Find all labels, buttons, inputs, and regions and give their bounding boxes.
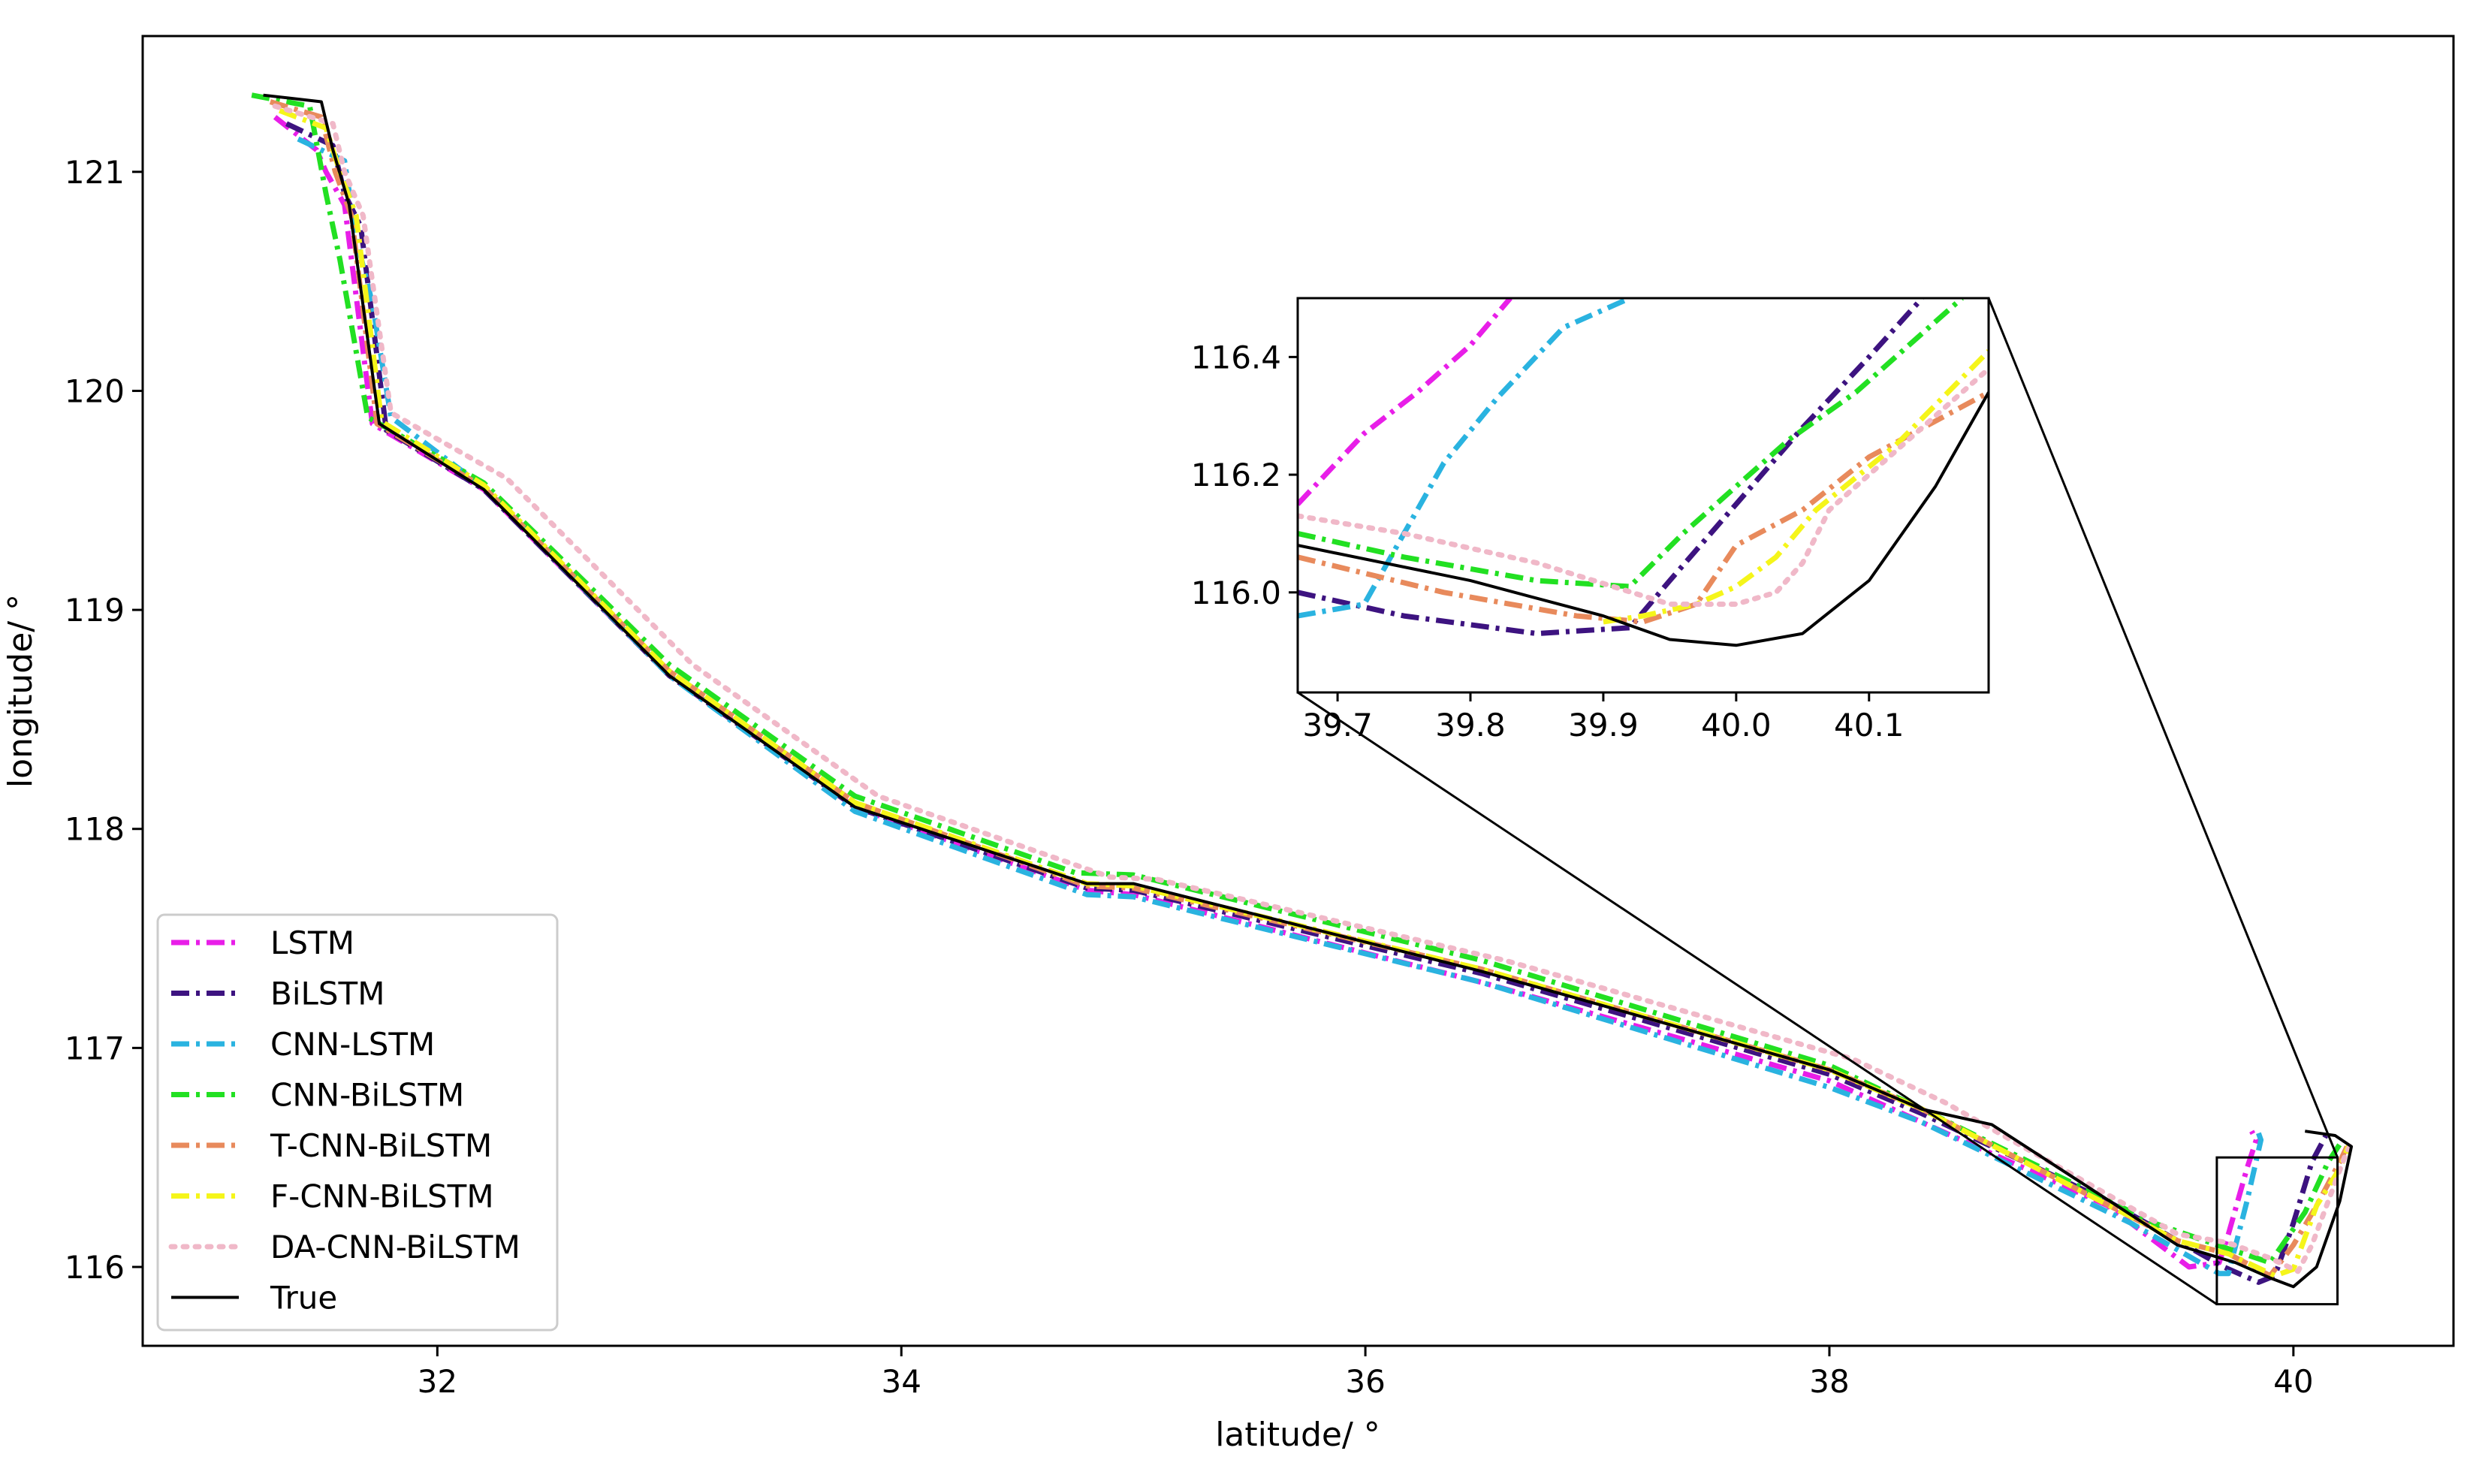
y-tick-label: 119 — [65, 592, 125, 629]
legend-label-bilstm: BiLSTM — [270, 976, 385, 1012]
inset-x-tick-label: 40.0 — [1701, 707, 1772, 744]
zoom-connector-right — [1987, 297, 2339, 1158]
y-tick-label: 118 — [65, 811, 125, 848]
series-line-cnn-bilstm — [251, 92, 2342, 1265]
zoom-connector-left — [1297, 691, 2218, 1305]
series-line-true — [263, 93, 2354, 1289]
series-line-cnn-lstm — [297, 136, 2264, 1277]
inset-line-true — [1298, 391, 1989, 647]
main-plot-frame — [141, 35, 2455, 1347]
inset-y-tick-label: 116.2 — [1191, 457, 1281, 493]
inset-x-tick-label: 39.8 — [1435, 707, 1506, 744]
y-tick-label: 117 — [65, 1030, 125, 1066]
series-line-f-cnn-bilstm — [279, 107, 2352, 1279]
x-tick-label: 36 — [1345, 1363, 1385, 1400]
inset-plot: 39.7 39.8 39.9 40.0 40.1 116.0 116.2 116.4 — [1191, 297, 1990, 744]
inset-axis-ticks: 39.7 39.8 39.9 40.0 40.1 116.0 116.2 116.4 — [1191, 339, 1905, 744]
inset-line-cnn-bilstm — [1298, 298, 1964, 590]
inset-line-f-cnn-bilstm — [1603, 349, 1989, 625]
inset-line-bilstm — [1298, 298, 1925, 637]
x-tick-label: 38 — [1809, 1363, 1849, 1400]
main-plot-lines — [251, 92, 2354, 1289]
legend-label-cnn-lstm: CNN-LSTM — [270, 1026, 435, 1063]
inset-plot-lines — [1298, 298, 1989, 647]
legend-label-f-cnn-bilstm: F-CNN-BiLSTM — [270, 1178, 494, 1215]
inset-line-cnn-lstm — [1298, 298, 1631, 619]
y-tick-label: 120 — [65, 373, 125, 409]
zoom-region-box — [2215, 1156, 2339, 1306]
y-axis-label: longitude/ ° — [2, 594, 40, 788]
x-tick-label: 40 — [2273, 1363, 2313, 1400]
inset-line-lstm — [1298, 298, 1512, 506]
inset-x-tick-label: 40.1 — [1834, 707, 1905, 744]
x-axis-label: latitude/ ° — [1215, 1416, 1380, 1454]
legend-label-da-cnn-bilstm: DA-CNN-BiLSTM — [270, 1229, 520, 1265]
inset-x-tick-label: 39.9 — [1568, 707, 1639, 744]
y-tick-label: 121 — [65, 154, 125, 191]
x-tick-label: 32 — [418, 1363, 457, 1400]
inset-line-t-cnn-bilstm — [1298, 390, 1989, 625]
inset-x-tick-label: 39.7 — [1302, 707, 1373, 744]
inset-line-da-cnn-bilstm — [1298, 366, 1989, 607]
main-axis-ticks: 32 34 36 38 40 116 117 118 119 120 121 — [65, 154, 2314, 1400]
x-tick-label: 34 — [881, 1363, 921, 1400]
legend-label-true: True — [270, 1280, 337, 1317]
legend: LSTM BiLSTM CNN-LSTM CNN-BiLSTM T-CNN-BiLSTM… — [156, 913, 559, 1332]
inset-y-tick-label: 116.4 — [1191, 339, 1281, 376]
y-tick-label: 116 — [65, 1249, 125, 1286]
legend-label-t-cnn-bilstm: T-CNN-BiLSTM — [270, 1127, 492, 1164]
inset-y-tick-label: 116.0 — [1191, 575, 1281, 611]
legend-label-cnn-bilstm: CNN-BiLSTM — [270, 1077, 464, 1114]
inset-frame — [1296, 297, 1990, 694]
zoom-connectors — [1297, 297, 2339, 1306]
legend-label-lstm: LSTM — [270, 924, 354, 961]
